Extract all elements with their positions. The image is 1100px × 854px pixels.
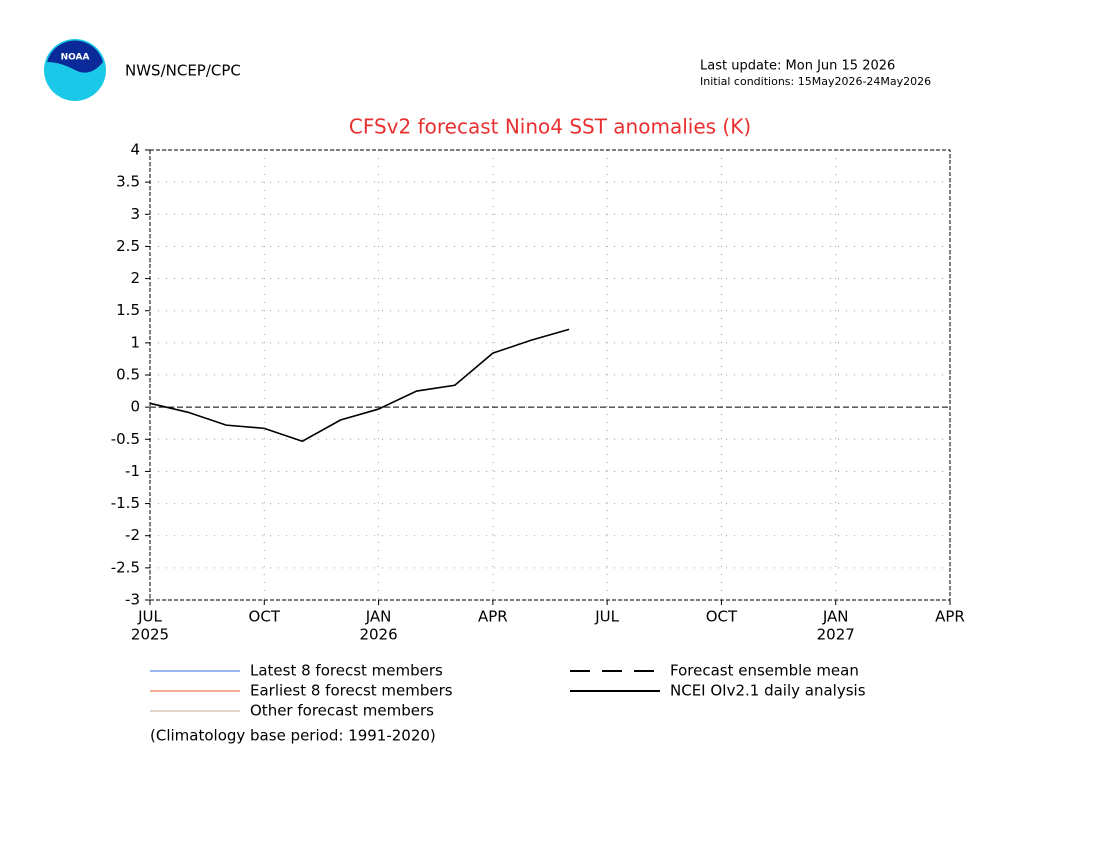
legend-label: Other forecast members — [250, 702, 434, 720]
legend-label: Latest 8 forecst members — [250, 662, 443, 680]
initial-conditions: Initial conditions: 15May2026-24May2026 — [700, 75, 931, 88]
logo-top — [47, 40, 103, 73]
x-tick-year: 2026 — [359, 626, 397, 644]
plot-frame — [149, 149, 951, 601]
x-tick-label: JAN — [822, 608, 849, 626]
y-tick-label: 0 — [130, 398, 140, 416]
agency: NWS/NCEP/CPC — [125, 62, 241, 80]
x-tick-label: APR — [478, 608, 508, 626]
y-tick-label: 1 — [130, 333, 140, 351]
y-tick-label: 0.5 — [116, 366, 140, 384]
y-tick-label: -1.5 — [111, 494, 140, 512]
x-tick-label: JAN — [365, 608, 392, 626]
x-tick-year: 2027 — [817, 626, 855, 644]
x-tick-label: APR — [935, 608, 965, 626]
legend-label: Forecast ensemble mean — [670, 662, 859, 680]
y-tick-label: 3.5 — [116, 173, 140, 191]
last-update: Last update: Mon Jun 15 2026 — [700, 59, 895, 74]
x-tick-label: JUL — [594, 608, 619, 626]
series-line — [149, 328, 570, 443]
y-tick-label: 4 — [130, 141, 140, 159]
noaa-logo: NOAA — [44, 39, 106, 101]
y-tick-label: -3 — [125, 591, 140, 609]
y-tick-label: -0.5 — [111, 430, 140, 448]
y-tick-label: 1.5 — [116, 301, 140, 319]
y-tick-label: 2.5 — [116, 237, 140, 255]
legend-label: Earliest 8 forecst members — [250, 682, 453, 700]
y-tick-label: -2 — [125, 526, 140, 544]
y-tick-label: 3 — [130, 205, 140, 223]
y-tick-label: -2.5 — [111, 558, 140, 576]
logo-text: NOAA — [61, 53, 90, 63]
y-tick-label: -1 — [125, 462, 140, 480]
note: (Climatology base period: 1991-2020) — [150, 727, 436, 745]
y-tick-label: 2 — [130, 269, 140, 287]
x-tick-label: OCT — [706, 608, 738, 626]
x-tick-label: OCT — [249, 608, 281, 626]
chart-title: CFSv2 forecast Nino4 SST anomalies (K) — [349, 115, 751, 139]
x-tick-year: 2025 — [131, 626, 169, 644]
legend-label: NCEI OIv2.1 daily analysis — [670, 682, 866, 700]
x-tick-label: JUL — [137, 608, 162, 626]
